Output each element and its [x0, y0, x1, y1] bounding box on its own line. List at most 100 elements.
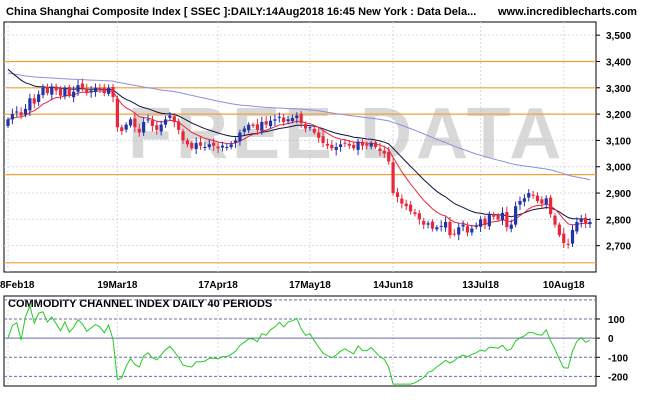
- candle-body: [443, 222, 448, 228]
- candle-body: [487, 214, 491, 227]
- candle-body: [6, 119, 10, 126]
- price-tick-label: 3,300: [606, 84, 631, 95]
- candle-body: [312, 128, 316, 133]
- candle-body: [216, 146, 220, 149]
- cci-line: [7, 304, 591, 385]
- cci-grid: [7, 310, 565, 386]
- candle-body: [80, 83, 84, 88]
- price-tick-label: 3,200: [606, 110, 631, 121]
- candle-body: [185, 140, 190, 145]
- candle-body: [382, 150, 386, 154]
- candle-body: [356, 141, 360, 150]
- candle-body: [413, 212, 417, 215]
- candle-body: [496, 215, 500, 220]
- candle-body: [295, 115, 299, 119]
- candle-body: [575, 222, 579, 232]
- candle-body: [225, 147, 229, 148]
- candle-body: [387, 152, 391, 162]
- candle-body: [566, 243, 570, 245]
- candle-body: [10, 114, 14, 120]
- date-tick-label: 19Mar18: [97, 280, 137, 291]
- candle-body: [334, 147, 338, 150]
- candle-body: [570, 229, 575, 244]
- candle-body: [251, 124, 255, 126]
- price-panel-frame: [3, 21, 597, 273]
- candle-body: [321, 136, 325, 144]
- candle-body: [373, 142, 378, 147]
- date-tick-label: 17Apr18: [198, 280, 238, 291]
- candle-body: [89, 90, 93, 93]
- candle-body: [41, 87, 45, 96]
- cci-tick-label: 100: [608, 315, 625, 326]
- candle-body: [352, 144, 356, 149]
- candle-body: [549, 197, 553, 215]
- candle-body: [562, 233, 566, 244]
- candle-body: [338, 144, 343, 147]
- chart-title: China Shanghai Composite Index [ SSEC ]:…: [6, 6, 476, 18]
- candle-body: [483, 218, 487, 225]
- candle-body: [439, 225, 443, 227]
- candle-body: [45, 87, 49, 94]
- candle-body: [98, 87, 102, 90]
- candle-body: [347, 143, 351, 146]
- candle-body: [479, 219, 483, 227]
- support-resistance-lines: [4, 60, 596, 264]
- candle-body: [67, 87, 71, 96]
- candle-body: [32, 98, 36, 104]
- candle-body: [369, 143, 373, 147]
- candle-body: [452, 233, 456, 235]
- candle-body: [579, 219, 583, 222]
- candle-body: [107, 87, 111, 94]
- candle-body: [268, 120, 273, 127]
- candlestick-series: [6, 78, 592, 249]
- candle-body: [417, 213, 421, 220]
- candle-body: [172, 116, 176, 122]
- candle-body: [509, 224, 513, 229]
- candle-body: [150, 120, 155, 126]
- price-tick-label: 3,000: [606, 163, 631, 174]
- candle-body: [85, 88, 89, 94]
- candle-body: [343, 142, 347, 144]
- candle-body: [58, 88, 63, 96]
- candle-body: [408, 204, 413, 212]
- candle-body: [72, 91, 76, 98]
- candle-body: [557, 224, 561, 236]
- candle-body: [159, 124, 163, 132]
- candle-body: [63, 87, 67, 97]
- candle-body: [76, 85, 80, 92]
- candle-body: [535, 195, 540, 201]
- candle-body: [102, 87, 106, 94]
- candle-body: [220, 145, 225, 148]
- candle-body: [290, 118, 295, 121]
- candle-body: [527, 193, 531, 198]
- date-tick-label: 10Aug18: [543, 280, 585, 291]
- candle-body: [465, 226, 470, 233]
- candle-body: [588, 222, 592, 225]
- candle-body: [255, 124, 260, 130]
- candle-body: [461, 224, 465, 227]
- candle-body: [146, 119, 150, 121]
- candle-body: [93, 87, 98, 92]
- candle-body: [426, 223, 430, 225]
- price-tick-label: 2,900: [606, 189, 631, 200]
- cci-axis: 100 0 -100 -200: [596, 315, 628, 383]
- candle-body: [391, 162, 395, 194]
- candle-body: [155, 125, 159, 130]
- candle-body: [194, 143, 198, 150]
- candle-body: [198, 142, 203, 146]
- candle-body: [299, 113, 303, 124]
- candle-body: [325, 143, 330, 146]
- candle-body: [492, 214, 496, 217]
- candle-body: [260, 122, 264, 131]
- site-credit[interactable]: www.incrediblecharts.com: [497, 6, 637, 18]
- cci-panel-frame: [3, 295, 597, 387]
- candle-body: [360, 141, 365, 146]
- candle-body: [514, 206, 518, 225]
- candle-body: [330, 144, 334, 149]
- cci-series-line: [7, 304, 591, 385]
- candle-body: [212, 142, 216, 146]
- candle-body: [474, 225, 478, 227]
- candle-body: [531, 194, 535, 196]
- candle-body: [54, 86, 58, 91]
- candle-body: [37, 94, 41, 102]
